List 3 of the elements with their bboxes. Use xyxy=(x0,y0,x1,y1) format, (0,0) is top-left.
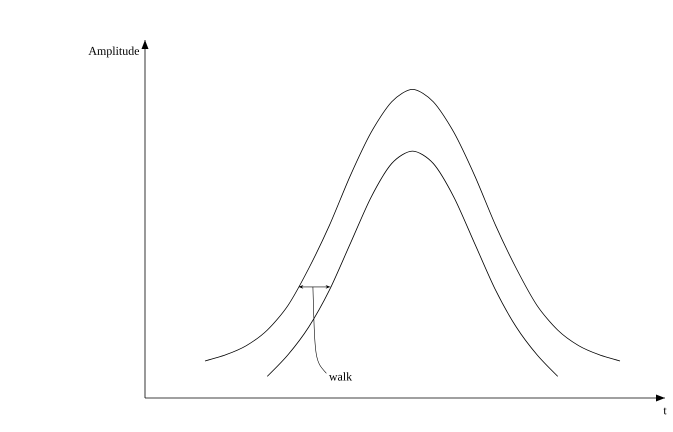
x-axis-title: t xyxy=(663,407,667,414)
text: Amplitude xyxy=(88,46,140,58)
annotation: walk xyxy=(328,372,352,381)
